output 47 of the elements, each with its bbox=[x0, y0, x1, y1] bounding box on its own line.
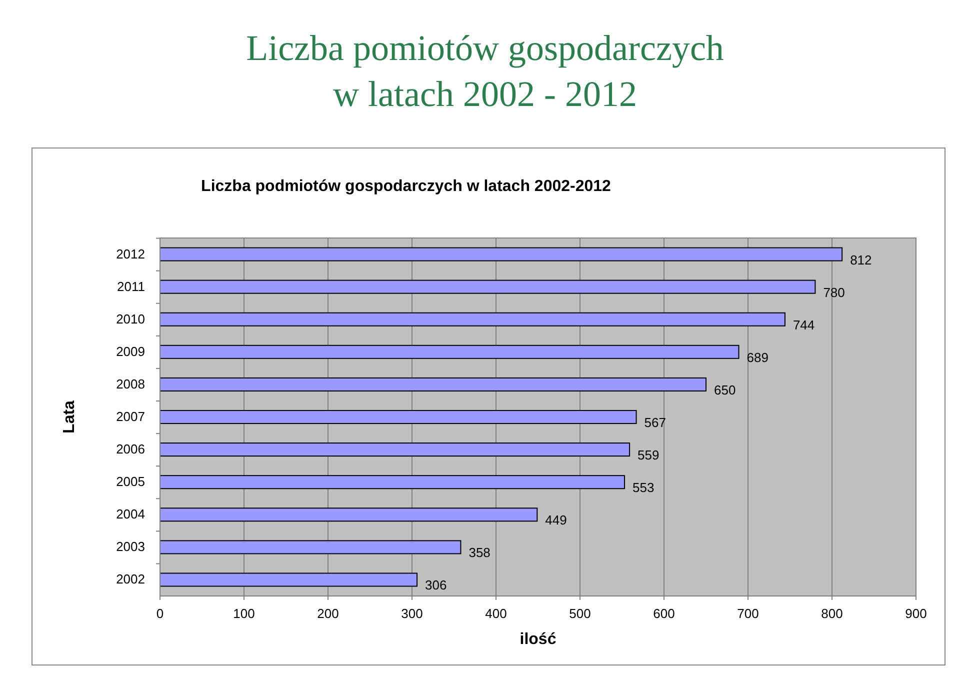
x-tick-label: 300 bbox=[401, 606, 423, 621]
y-axis-title: Lata bbox=[61, 400, 78, 434]
data-label: 812 bbox=[850, 252, 872, 268]
bar bbox=[160, 410, 637, 424]
bar bbox=[160, 312, 786, 326]
y-tick-label: 2010 bbox=[116, 311, 145, 326]
y-tick-label: 2009 bbox=[116, 344, 145, 359]
x-tick-label: 800 bbox=[821, 606, 843, 621]
chart-subtitle: Liczba podmiotów gospodarczych w latach 2002-2012 bbox=[201, 178, 612, 195]
data-label: 358 bbox=[468, 545, 490, 560]
data-label: 744 bbox=[792, 317, 815, 332]
data-label: 689 bbox=[746, 350, 768, 365]
y-tick-label: 2005 bbox=[116, 474, 145, 490]
y-tick-label: 2008 bbox=[116, 376, 145, 392]
x-tick-label: 500 bbox=[569, 606, 591, 621]
data-label: 553 bbox=[632, 480, 654, 496]
bar bbox=[160, 247, 843, 262]
data-label: 567 bbox=[644, 415, 666, 430]
data-label: 780 bbox=[823, 284, 845, 300]
y-tick-label: 2003 bbox=[116, 539, 145, 554]
bar bbox=[160, 475, 626, 490]
x-tick-label: 200 bbox=[317, 606, 339, 621]
bar bbox=[160, 377, 706, 392]
bar bbox=[160, 344, 740, 359]
data-label: 449 bbox=[545, 512, 567, 528]
x-axis-title: ilość bbox=[520, 631, 556, 648]
chart-title: Liczba pomiotów gospodarczych w latach 2002 - 2012 bbox=[246, 28, 724, 114]
bar bbox=[160, 280, 816, 294]
bar bbox=[160, 572, 418, 587]
data-label: 559 bbox=[638, 448, 660, 463]
bar bbox=[160, 540, 462, 554]
bar bbox=[160, 442, 630, 457]
y-tick-label: 2004 bbox=[116, 506, 145, 522]
y-tick-label: 2012 bbox=[116, 246, 145, 262]
data-label: 650 bbox=[714, 382, 736, 398]
y-tick-label: 2007 bbox=[116, 409, 145, 424]
y-tick-label: 2006 bbox=[116, 442, 145, 457]
x-tick-label: 600 bbox=[653, 606, 675, 621]
x-tick-label: 400 bbox=[485, 606, 507, 621]
data-label: 306 bbox=[425, 578, 447, 593]
x-tick-label: 900 bbox=[905, 606, 927, 621]
y-tick-label: 2011 bbox=[117, 278, 145, 294]
y-tick-label: 2002 bbox=[116, 572, 145, 587]
x-tick-label: 700 bbox=[737, 606, 759, 621]
bar bbox=[160, 508, 538, 522]
x-tick-label: 0 bbox=[156, 606, 164, 621]
x-tick-label: 100 bbox=[233, 606, 255, 621]
